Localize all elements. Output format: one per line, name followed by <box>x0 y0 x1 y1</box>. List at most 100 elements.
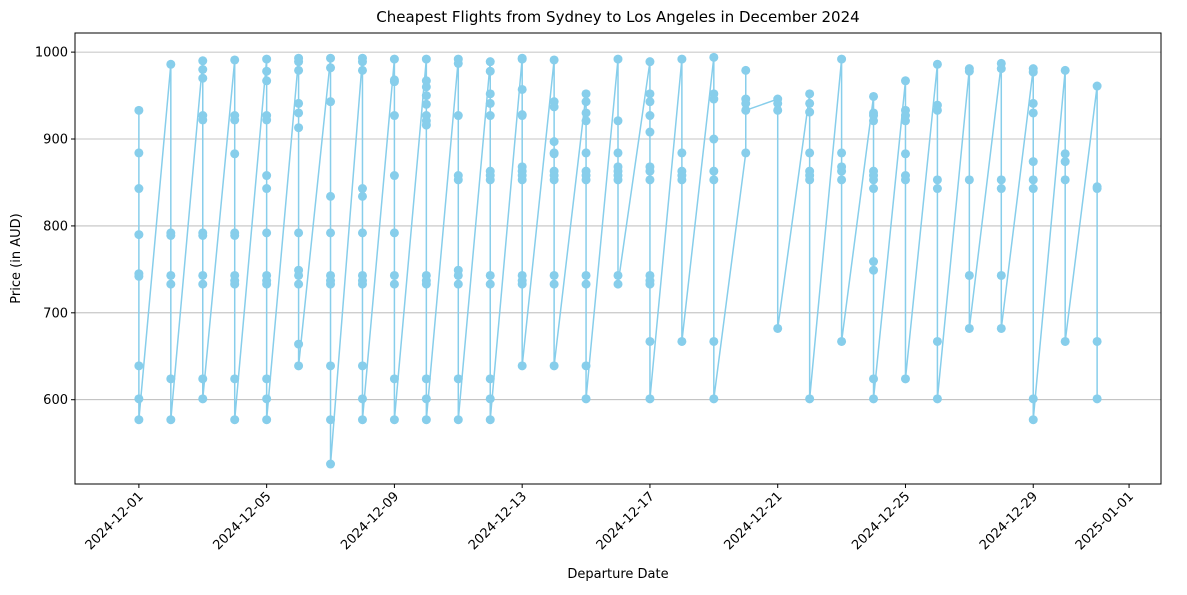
x-tick-label: 2025-01-01 <box>1073 489 1137 553</box>
data-point <box>421 54 431 64</box>
data-point <box>964 270 974 280</box>
data-point <box>198 374 208 384</box>
data-point <box>900 76 910 86</box>
data-point <box>357 361 367 371</box>
data-point <box>230 230 240 240</box>
data-point <box>1028 67 1038 77</box>
data-point <box>581 97 591 107</box>
data-point <box>869 116 879 126</box>
data-point <box>421 91 431 101</box>
data-point <box>357 279 367 289</box>
data-point <box>134 394 144 404</box>
data-point <box>134 105 144 115</box>
data-point <box>421 82 431 92</box>
data-point <box>421 99 431 109</box>
data-point <box>198 230 208 240</box>
data-point <box>198 73 208 83</box>
data-point <box>581 394 591 404</box>
data-point <box>709 52 719 62</box>
data-point <box>709 166 719 176</box>
y-axis: 600 700 800 900 1000 <box>35 46 75 408</box>
data-point <box>996 184 1006 194</box>
data-point <box>1028 157 1038 167</box>
data-layer <box>134 52 1102 469</box>
data-point <box>581 175 591 185</box>
data-point <box>1092 394 1102 404</box>
data-point <box>869 257 879 267</box>
data-point <box>389 270 399 280</box>
data-point <box>294 228 304 238</box>
data-point <box>645 279 655 289</box>
data-point <box>1060 65 1070 75</box>
data-point <box>677 54 687 64</box>
data-point <box>198 279 208 289</box>
x-tick-label: 2024-12-17 <box>594 489 658 553</box>
data-point <box>326 53 336 63</box>
data-point <box>709 394 719 404</box>
data-point <box>262 54 272 64</box>
y-tick-label: 600 <box>43 393 68 408</box>
data-point <box>453 415 463 425</box>
data-point <box>932 105 942 115</box>
data-point <box>517 54 527 64</box>
data-point <box>837 175 847 185</box>
data-point <box>773 98 783 108</box>
data-point <box>294 339 304 349</box>
data-point <box>869 91 879 101</box>
data-point <box>932 175 942 185</box>
data-point <box>485 89 495 99</box>
data-point <box>134 361 144 371</box>
data-point <box>645 97 655 107</box>
data-point <box>709 134 719 144</box>
data-point <box>485 175 495 185</box>
data-point <box>262 66 272 76</box>
data-point <box>517 111 527 121</box>
chart-title: Cheapest Flights from Sydney to Los Ange… <box>376 8 859 26</box>
data-point <box>326 415 336 425</box>
data-point <box>613 279 623 289</box>
data-point <box>709 336 719 346</box>
data-point <box>485 57 495 67</box>
data-point <box>549 137 559 147</box>
data-point <box>581 148 591 158</box>
data-point <box>613 148 623 158</box>
data-point <box>869 184 879 194</box>
data-point <box>453 279 463 289</box>
data-point <box>294 65 304 75</box>
data-point <box>357 184 367 194</box>
data-point <box>964 175 974 185</box>
data-point <box>389 54 399 64</box>
data-point <box>645 89 655 99</box>
data-point <box>134 230 144 240</box>
data-point <box>900 116 910 126</box>
data-point <box>549 149 559 159</box>
data-point <box>294 57 304 67</box>
data-point <box>294 98 304 108</box>
data-point <box>230 374 240 384</box>
x-tick-label: 2024-12-29 <box>977 489 1041 553</box>
data-point <box>645 127 655 137</box>
data-point <box>357 394 367 404</box>
data-point <box>996 64 1006 74</box>
data-point <box>1028 175 1038 185</box>
data-point <box>326 279 336 289</box>
data-point <box>581 279 591 289</box>
data-point <box>1060 175 1070 185</box>
data-point <box>198 394 208 404</box>
data-point <box>517 361 527 371</box>
data-point <box>198 65 208 74</box>
data-point <box>773 105 783 115</box>
data-point <box>166 374 176 384</box>
data-point <box>805 148 815 158</box>
data-point <box>326 97 336 107</box>
data-point <box>453 111 463 121</box>
data-point <box>357 415 367 425</box>
data-point <box>485 111 495 121</box>
data-point <box>1092 81 1102 91</box>
x-tick-label: 2024-12-25 <box>849 489 913 553</box>
data-point <box>262 228 272 238</box>
x-tick-label: 2024-12-05 <box>210 489 274 553</box>
data-point <box>389 111 399 121</box>
data-point <box>389 228 399 238</box>
data-point <box>805 175 815 185</box>
